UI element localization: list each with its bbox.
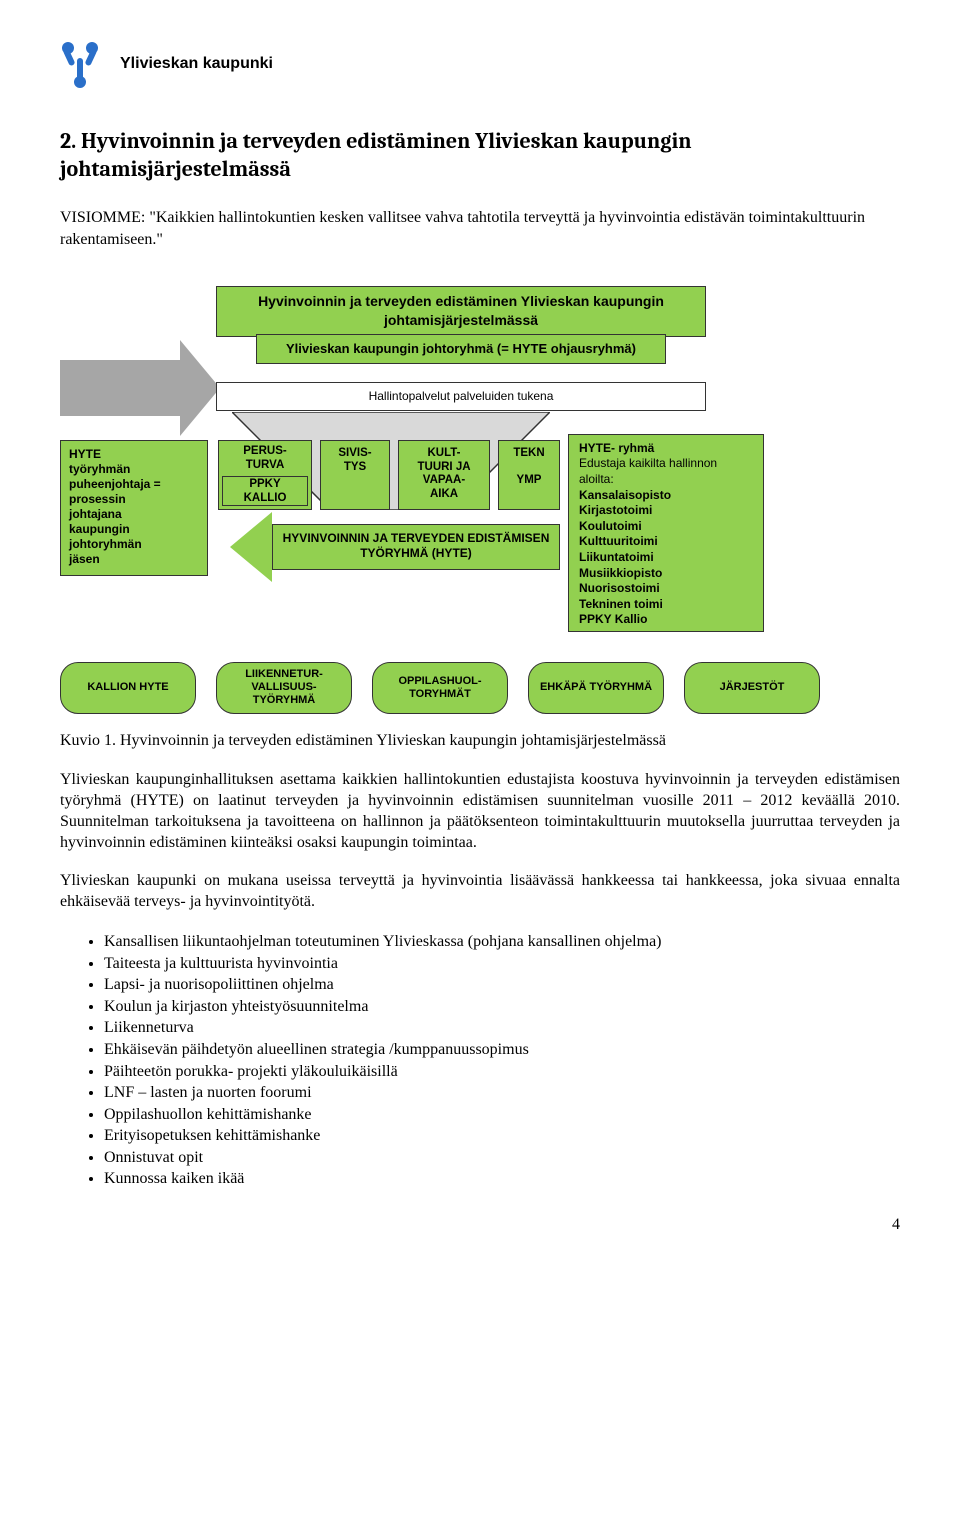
vision-text: VISIOMME: "Kaikkien hallintokuntien kesk… [60,207,900,252]
hyte-left-text: HYTE työryhmän puheenjohtaja = prosessin… [69,447,161,566]
col-tekn: TEKN YMP [498,440,560,510]
pill-ehkapa: EHKÄPÄ TYÖRYHMÄ [528,662,664,714]
page-number: 4 [60,1214,900,1236]
col-kulttuuri: KULT- TUURI JA VAPAA- AIKA [398,440,490,510]
list-item: Oppilashuollon kehittämishanke [104,1104,900,1126]
hyte-right-item: Koulutoimi [579,519,753,535]
diagram-title: Hyvinvoinnin ja terveyden edistäminen Yl… [216,286,706,337]
paragraph-2: Ylivieskan kaupunki on mukana useissa te… [60,871,900,913]
hallinto-band: Hallintopalvelut palveluiden tukena [216,382,706,411]
pill-label: LIIKENNETUR- VALLISUUS- TYÖRYHMÄ [245,668,323,708]
hyte-left-box: HYTE työryhmän puheenjohtaja = prosessin… [60,440,208,576]
list-item: Taiteesta ja kulttuurista hyvinvointia [104,953,900,975]
col-sivistys: SIVIS- TYS [320,440,390,510]
hyte-right-title: HYTE- ryhmä [579,441,753,457]
list-item: Päihteetön porukka- projekti yläkouluikä… [104,1061,900,1083]
hyte-arrow-label: HYVINVOINNIN JA TERVEYDEN EDISTÄMISEN TY… [283,531,550,561]
figure-caption: Kuvio 1. Hyvinvoinnin ja terveyden edist… [60,730,900,752]
page-header: Ylivieskan kaupunki [60,40,900,88]
pill-label: JÄRJESTÖT [720,681,785,694]
section-title: 2. Hyvinvoinnin ja terveyden edistäminen… [60,128,900,183]
list-item: Onnistuvat opit [104,1147,900,1169]
org-name: Ylivieskan kaupunki [120,53,273,75]
logo-icon [60,40,100,88]
hyte-right-item: Kulttuuritoimi [579,534,753,550]
list-item: Kunnossa kaiken ikää [104,1168,900,1190]
col-label: KULT- TUURI JA VAPAA- AIKA [417,447,470,500]
pill-oppilas: OPPILASHUOL- TORYHMÄT [372,662,508,714]
pill-row: KALLION HYTE LIIKENNETUR- VALLISUUS- TYÖ… [60,662,820,714]
list-item: Koulun ja kirjaston yhteistyösuunnitelma [104,996,900,1018]
org-diagram: Hyvinvoinnin ja terveyden edistäminen Yl… [60,280,900,720]
hyte-right-box: HYTE- ryhmä Edustaja kaikilta hallinnon … [568,434,764,632]
hyte-right-item: Liikuntatoimi [579,550,753,566]
pill-liikenne: LIIKENNETUR- VALLISUUS- TYÖRYHMÄ [216,662,352,714]
list-item: LNF – lasten ja nuorten foorumi [104,1082,900,1104]
hyte-arrow: HYVINVOINNIN JA TERVEYDEN EDISTÄMISEN TY… [230,518,560,576]
hyte-right-item: Tekninen toimi [579,597,753,613]
pill-kallion: KALLION HYTE [60,662,196,714]
hyte-right-item: Kansalaisopisto [579,488,753,504]
hyte-right-item: Nuorisostoimi [579,581,753,597]
paragraph-1: Ylivieskan kaupunginhallituksen asettama… [60,770,900,853]
list-item: Ehkäisevän päihdetyön alueellinen strate… [104,1039,900,1061]
hyte-right-sub: Edustaja kaikilta hallinnon aloilta: [579,456,753,487]
pill-label: KALLION HYTE [87,681,168,694]
pill-label: OPPILASHUOL- TORYHMÄT [398,675,481,701]
ppky-box: PPKY KALLIO [222,476,308,506]
bullet-list: Kansallisen liikuntaohjelman toteutumine… [60,931,900,1190]
pill-jarjestot: JÄRJESTÖT [684,662,820,714]
list-item: Kansallisen liikuntaohjelman toteutumine… [104,931,900,953]
list-item: Liikenneturva [104,1017,900,1039]
pill-label: EHKÄPÄ TYÖRYHMÄ [540,681,652,694]
hyte-right-item: Musiikkiopisto [579,566,753,582]
list-item: Lapsi- ja nuorisopoliittinen ohjelma [104,974,900,996]
ppky-label: PPKY KALLIO [244,478,287,504]
hyte-right-item: PPKY Kallio [579,612,753,628]
col-label: SIVIS- TYS [338,447,371,473]
hyte-right-item: Kirjastotoimi [579,503,753,519]
list-item: Erityisopetuksen kehittämishanke [104,1125,900,1147]
diagram-subtitle: Ylivieskan kaupungin johtoryhmä (= HYTE … [256,334,666,364]
col-label: TEKN YMP [513,447,544,487]
col-label: PERUS- TURVA [243,445,286,471]
